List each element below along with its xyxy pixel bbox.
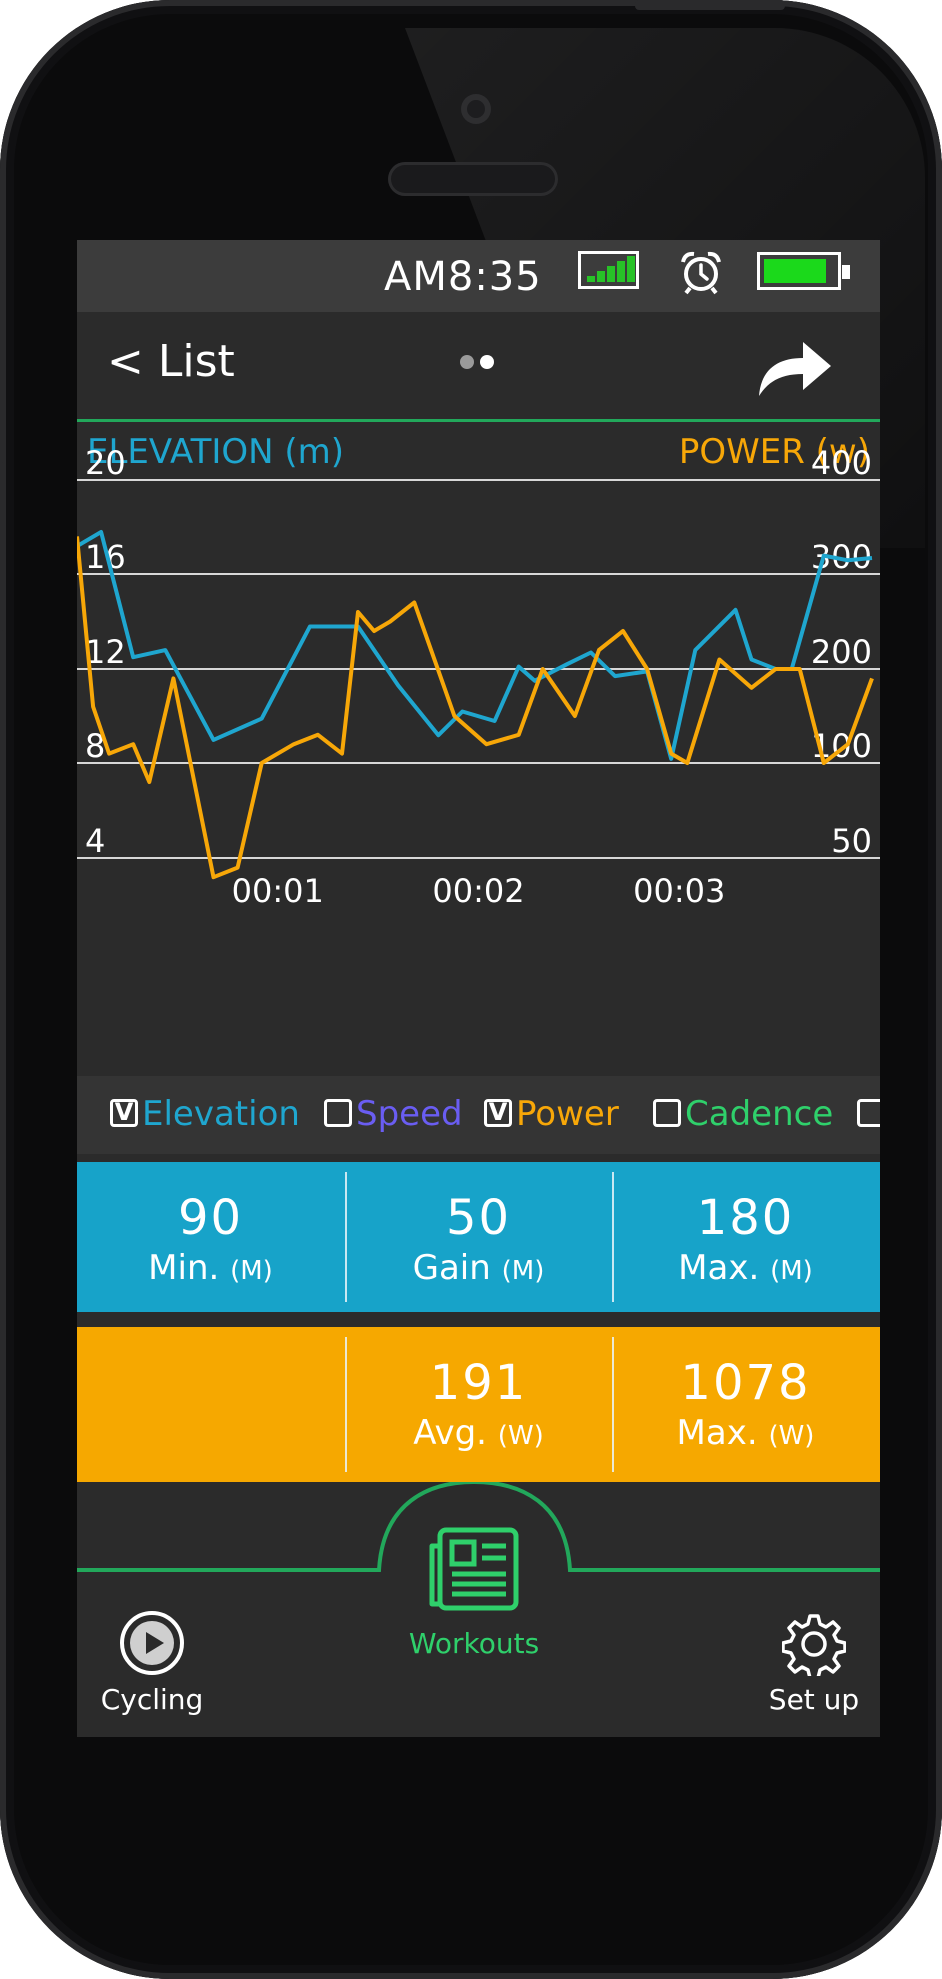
power-max-label: Max. (W) bbox=[676, 1413, 815, 1453]
tab-workouts-label: Workouts bbox=[408, 1627, 540, 1660]
tab-bar-outline bbox=[77, 1482, 880, 1572]
cadence-checkbox[interactable] bbox=[653, 1098, 681, 1127]
back-to-list-button[interactable]: < List bbox=[107, 336, 235, 387]
elevation-min-label: Min. (M) bbox=[148, 1248, 273, 1288]
power-avg-value: 191 bbox=[429, 1355, 528, 1411]
time-tick-label: 00:02 bbox=[432, 872, 524, 910]
power-checkbox[interactable]: V bbox=[484, 1098, 512, 1127]
elevation-tick-label: 4 bbox=[85, 822, 105, 860]
status-time: AM8:35 bbox=[384, 254, 542, 300]
power-avg-stat: 191 Avg. (W) bbox=[345, 1327, 612, 1482]
power-button bbox=[635, 0, 785, 10]
elevation-tick-label: 12 bbox=[85, 633, 126, 671]
elevation-min-value: 90 bbox=[177, 1190, 244, 1246]
power-series-line bbox=[77, 536, 874, 880]
power-max-stat: 1078 Max. (W) bbox=[612, 1327, 879, 1482]
power-stats-panel: 191 Avg. (W) 1078 Max. (W) bbox=[77, 1327, 880, 1482]
time-tick-label: 00:03 bbox=[633, 872, 725, 910]
stat-divider bbox=[345, 1337, 347, 1472]
share-icon[interactable] bbox=[753, 336, 833, 400]
toggle-cadence[interactable]: Cadence bbox=[653, 1094, 833, 1134]
mute-switch bbox=[0, 282, 6, 362]
toggle-elevation[interactable]: V Elevation bbox=[110, 1094, 300, 1134]
toggle-power-label: Power bbox=[516, 1094, 619, 1134]
page-dot-2[interactable] bbox=[480, 355, 494, 369]
alarm-clock-icon bbox=[681, 251, 721, 295]
elevation-stats-panel: 90 Min. (M) 50 Gain (M) 180 Max. (M) bbox=[77, 1162, 880, 1312]
stat-divider bbox=[612, 1337, 614, 1472]
battery-icon bbox=[757, 252, 850, 290]
speed-checkbox[interactable] bbox=[324, 1098, 352, 1127]
toggle-speed[interactable]: Speed bbox=[324, 1094, 463, 1134]
power-axis-title: POWER (w) bbox=[678, 432, 870, 472]
power-tick-label: 50 bbox=[831, 822, 872, 860]
app-screen: AM8:35 < List bbox=[77, 240, 880, 1737]
elevation-tick-label: 8 bbox=[85, 727, 105, 765]
page-dot-1[interactable] bbox=[460, 355, 474, 369]
power-tick-label: 400 bbox=[811, 444, 872, 482]
tab-setup[interactable]: Set up bbox=[759, 1612, 869, 1716]
elevation-gain-label: Gain (M) bbox=[412, 1248, 545, 1288]
earpiece-speaker bbox=[388, 162, 558, 196]
gear-icon bbox=[781, 1614, 847, 1680]
signal-icon bbox=[578, 251, 639, 289]
volume-down-button bbox=[0, 630, 6, 750]
stat-divider bbox=[345, 1172, 347, 1302]
elevation-checkbox[interactable]: V bbox=[110, 1098, 138, 1127]
elevation-gain-value: 50 bbox=[445, 1190, 512, 1246]
tab-workouts[interactable]: Workouts bbox=[399, 1520, 549, 1660]
elevation-axis-title: ELEVATION (m) bbox=[87, 432, 345, 472]
power-max-value: 1078 bbox=[680, 1355, 811, 1411]
toggle-cadence-label: Cadence bbox=[685, 1094, 834, 1134]
power-avg-label: Avg. (W) bbox=[413, 1413, 544, 1453]
page-indicator[interactable] bbox=[460, 354, 500, 373]
elevation-max-label: Max. (M) bbox=[678, 1248, 813, 1288]
tab-setup-label: Set up bbox=[768, 1683, 860, 1716]
elevation-gain-stat: 50 Gain (M) bbox=[345, 1162, 612, 1312]
time-tick-label: 00:01 bbox=[232, 872, 324, 910]
elevation-min-stat: 90 Min. (M) bbox=[77, 1162, 344, 1312]
toggle-speed-label: Speed bbox=[356, 1094, 463, 1134]
toggle-power[interactable]: V Power bbox=[484, 1094, 619, 1134]
elevation-series-line bbox=[77, 530, 873, 761]
tab-cycling-label: Cycling bbox=[100, 1683, 204, 1716]
elevation-tick-label: 20 bbox=[85, 444, 126, 482]
elevation-max-stat: 180 Max. (M) bbox=[612, 1162, 879, 1312]
bottom-tab-bar: Cycling Workouts Set up bbox=[77, 1482, 880, 1737]
status-bar: AM8:35 bbox=[77, 240, 880, 312]
volume-up-button bbox=[0, 462, 6, 582]
tab-cycling[interactable]: Cycling bbox=[97, 1610, 207, 1716]
front-camera bbox=[461, 94, 491, 124]
play-circle-icon bbox=[120, 1611, 184, 1675]
more-checkbox[interactable] bbox=[857, 1098, 880, 1127]
elevation-max-value: 180 bbox=[696, 1190, 795, 1246]
stat-divider bbox=[612, 1172, 614, 1302]
toggle-more[interactable] bbox=[857, 1094, 880, 1134]
elevation-power-chart: ELEVATION (m) POWER (w) 20 16 12 8 4 400 300 20… bbox=[77, 422, 880, 1074]
workouts-icon bbox=[429, 1527, 519, 1611]
power-tick-label: 200 bbox=[811, 633, 872, 671]
series-toggle-bar: V Elevation Speed V Power Cadence bbox=[77, 1076, 880, 1154]
nav-bar: < List bbox=[77, 312, 880, 422]
toggle-elevation-label: Elevation bbox=[142, 1094, 300, 1134]
